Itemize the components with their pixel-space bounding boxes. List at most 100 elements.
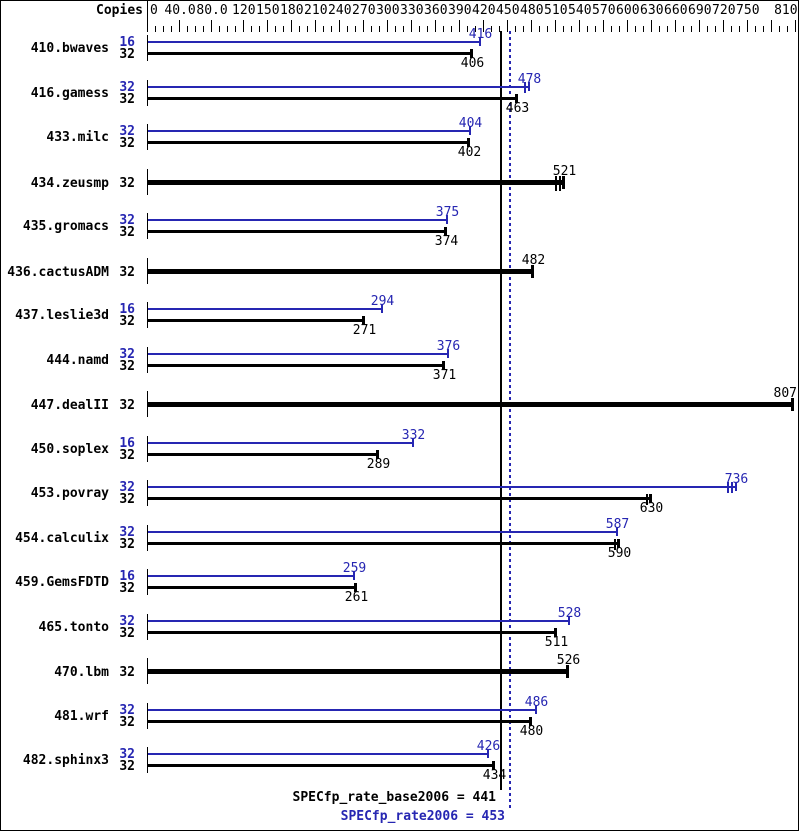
bar-end-cap xyxy=(515,94,518,103)
base-bar xyxy=(148,542,619,545)
bar-value-label: 528 xyxy=(557,606,582,621)
run-median-tick xyxy=(646,494,648,505)
benchmark-row: 470.lbm 32 526 xyxy=(1,653,798,701)
bar-value-label: 376 xyxy=(436,339,461,354)
bar-value-label: 289 xyxy=(366,457,391,472)
base-bar xyxy=(148,230,446,233)
copies-value: 32 xyxy=(119,225,135,240)
major-tick xyxy=(291,20,292,32)
bar-value-label: 480 xyxy=(519,724,544,739)
bar-value-label: 371 xyxy=(432,368,457,383)
minor-tick xyxy=(355,26,356,32)
minor-tick xyxy=(691,26,692,32)
benchmark-row: 433.milc 32 404 32 402 xyxy=(1,116,798,167)
major-tick xyxy=(459,20,460,32)
bar-end-cap xyxy=(554,628,557,637)
minor-tick xyxy=(475,26,476,32)
minor-tick xyxy=(379,26,380,32)
minor-tick xyxy=(715,26,716,32)
benchmark-name: 465.tonto xyxy=(38,620,109,635)
base-bar xyxy=(148,52,472,55)
group-axis-segment xyxy=(147,35,148,61)
benchmark-name: 437.leslie3d xyxy=(15,308,109,323)
peak-bar xyxy=(148,41,480,43)
benchmark-row: 447.dealII 32 807 xyxy=(1,386,798,434)
bar-value-label: 630 xyxy=(639,501,664,516)
copies-value: 32 xyxy=(119,213,135,228)
bar-end-cap xyxy=(791,398,794,411)
minor-tick xyxy=(643,26,644,32)
minor-tick xyxy=(787,26,788,32)
axis-tick-label: 240 xyxy=(328,3,352,18)
axis-tick-label: 600 xyxy=(616,3,640,18)
copies-value: 32 xyxy=(119,492,135,507)
axis-tick-label: 660 xyxy=(664,3,688,18)
minor-tick xyxy=(403,26,404,32)
group-axis-segment xyxy=(147,569,148,595)
group-axis-segment xyxy=(147,169,148,195)
benchmark-name: 410.bwaves xyxy=(30,41,109,56)
group-axis-segment xyxy=(147,436,148,462)
minor-tick xyxy=(731,26,732,32)
copies-value: 32 xyxy=(119,715,135,730)
bar-end-cap xyxy=(531,265,534,278)
minor-tick xyxy=(331,26,332,32)
axis-tick-label: 300 xyxy=(376,3,400,18)
bar-value-label: 511 xyxy=(544,635,569,650)
bar-value-label: 261 xyxy=(344,590,369,605)
bar-end-cap xyxy=(492,761,495,770)
copies-value: 32 xyxy=(119,176,135,191)
copies-value: 32 xyxy=(119,747,135,762)
base-bar xyxy=(148,453,378,456)
minor-tick xyxy=(299,26,300,32)
bar-end-cap xyxy=(469,126,471,135)
bar-value-label: 521 xyxy=(552,164,577,179)
axis-tick-label: 180 xyxy=(280,3,304,18)
axis-tick-label: 210 xyxy=(304,3,328,18)
group-axis-segment xyxy=(147,747,148,773)
group-axis-segment xyxy=(147,525,148,551)
minor-tick xyxy=(523,26,524,32)
major-tick xyxy=(771,20,772,32)
benchmark-name: 433.milc xyxy=(46,130,109,145)
copies-value: 32 xyxy=(119,448,135,463)
copies-value: 32 xyxy=(119,626,135,641)
copies-value: 32 xyxy=(119,581,135,596)
bar-end-cap xyxy=(412,438,414,447)
major-tick xyxy=(411,20,412,32)
major-tick xyxy=(507,20,508,32)
run-median-tick xyxy=(524,82,526,93)
benchmark-name: 470.lbm xyxy=(54,665,109,680)
group-axis-segment xyxy=(147,213,148,239)
peak-bar xyxy=(148,709,536,711)
minor-tick xyxy=(171,26,172,32)
bar-end-cap xyxy=(381,304,383,313)
bar-end-cap xyxy=(470,49,473,58)
major-tick xyxy=(387,20,388,32)
bar-value-label: 294 xyxy=(370,294,395,309)
minor-tick xyxy=(635,26,636,32)
bar-end-cap xyxy=(467,138,470,147)
copies-value: 32 xyxy=(119,665,135,680)
copies-value: 32 xyxy=(119,124,135,139)
benchmark-name: 450.soplex xyxy=(30,442,109,457)
base-bar xyxy=(148,319,364,322)
major-tick xyxy=(747,20,748,32)
group-axis-segment xyxy=(147,80,148,106)
major-tick xyxy=(211,20,212,32)
bar-end-cap xyxy=(568,616,570,625)
minor-tick xyxy=(323,26,324,32)
base-bar xyxy=(148,97,517,100)
axis-tick-label: 40.0 xyxy=(164,3,196,18)
benchmark-name: 481.wrf xyxy=(54,709,109,724)
peak-bar xyxy=(148,308,382,310)
benchmark-row: 454.calculix 32 587 32 590 xyxy=(1,517,798,568)
bar-end-cap xyxy=(649,494,652,503)
base-peak-bar xyxy=(148,402,793,407)
copies-value: 32 xyxy=(119,614,135,629)
group-axis-segment xyxy=(147,347,148,373)
axis-tick-label: 0 xyxy=(150,3,158,18)
minor-tick xyxy=(739,26,740,32)
minor-tick xyxy=(427,26,428,32)
axis-origin-line xyxy=(147,1,148,32)
